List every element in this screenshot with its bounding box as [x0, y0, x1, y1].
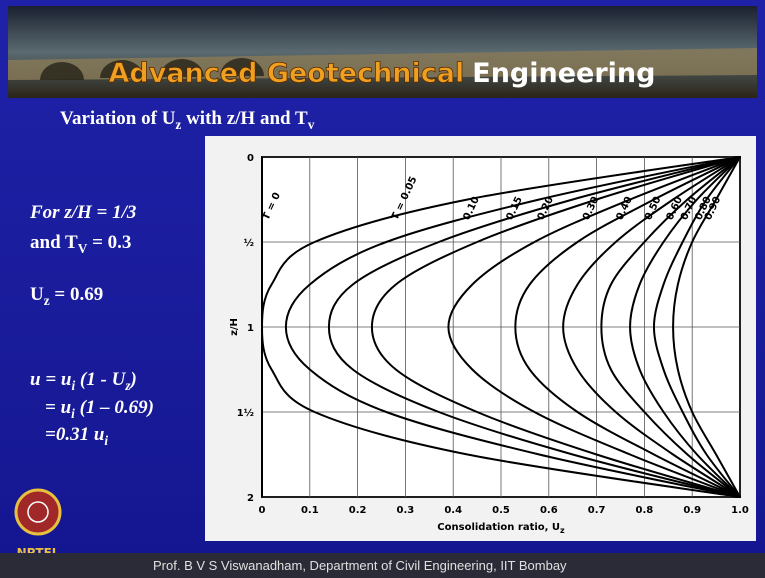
x-tick-label: 0.8	[636, 505, 654, 516]
y-tick-label: 1	[247, 323, 254, 334]
footer: Prof. B V S Viswanadham, Department of C…	[153, 558, 567, 573]
text-part: (1 - U	[75, 369, 126, 390]
x-tick-label: 0.1	[301, 505, 319, 516]
x-axis-label-sub: z	[560, 526, 565, 535]
x-tick-label: 1.0	[731, 505, 749, 516]
note-line: = ui (1 – 0.69)	[45, 397, 154, 421]
x-axis-label-text: Consolidation ratio, U	[437, 522, 560, 533]
logo: NPTEL	[16, 490, 60, 560]
text-part: and T	[30, 232, 78, 253]
text-part: )	[129, 369, 137, 390]
x-tick-label: 0.6	[540, 505, 558, 516]
text-part: =0.31 u	[45, 424, 104, 445]
text-part: with z/H and T	[181, 108, 308, 129]
text-part: u = u	[30, 369, 71, 390]
subscript: i	[104, 433, 108, 448]
x-tick-label: 0.3	[397, 505, 415, 516]
text-part: = 0.3	[87, 232, 131, 253]
y-tick-label: 0	[247, 153, 254, 164]
text-part: (1 – 0.69)	[75, 397, 154, 418]
note-line: u = ui (1 - Uz)	[30, 369, 137, 393]
title-part: Engineering	[472, 58, 655, 89]
text-part: For z/H = 1/3	[29, 202, 136, 223]
note-line: =0.31 ui	[45, 424, 108, 448]
y-tick-label: 1½	[237, 408, 254, 419]
x-tick-label: 0.9	[683, 505, 701, 516]
subscript: v	[308, 117, 315, 132]
y-tick-label: ½	[244, 238, 254, 249]
text-part: = 0.69	[50, 284, 104, 305]
title-part: Advanced Geotechnical	[109, 58, 465, 89]
note-line: For z/H = 1/3	[29, 202, 136, 223]
x-tick-label: 0.5	[492, 505, 510, 516]
y-tick-label: 2	[247, 493, 254, 504]
slide: Advanced GeotechnicalEngineering Variati…	[0, 0, 765, 578]
note-line: Uz = 0.69	[30, 284, 103, 308]
x-tick-label: 0	[259, 505, 266, 516]
text-part: = u	[45, 397, 71, 418]
text-part: U	[30, 284, 44, 305]
chart: 0 0.1 0.2 0.3 0.4 0.5 0.6 0.7 0.8 0.9 1.0 0 ½ 1 1½ 2 Con…	[229, 153, 749, 535]
x-tick-label: 0.4	[444, 505, 462, 516]
x-tick-label: 0.7	[588, 505, 606, 516]
x-tick-label: 0.2	[349, 505, 367, 516]
subtitle: Variation of Uz with z/H and Tv	[60, 108, 315, 132]
y-axis-label: z/H	[229, 318, 240, 336]
text-part: Variation of U	[60, 108, 176, 129]
subscript: V	[78, 241, 88, 256]
